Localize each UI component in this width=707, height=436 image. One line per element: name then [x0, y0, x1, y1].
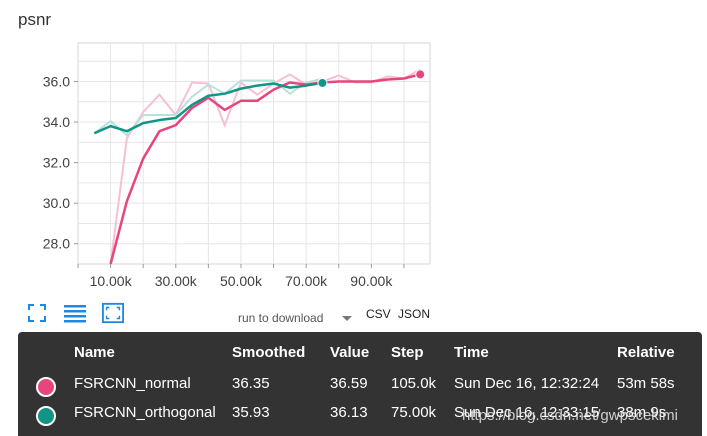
- csv-link[interactable]: CSV: [366, 307, 391, 321]
- expand-icon[interactable]: [26, 302, 48, 324]
- chart-tooltip: Name Smoothed Value Step Time Relative F…: [18, 332, 702, 436]
- grid: [77, 42, 431, 265]
- download-links: CSV JSON: [366, 307, 434, 321]
- raw-line-fsrcnn-normal: [109, 68, 421, 265]
- x-axis-ticks: 10.00k 30.00k 50.00k 70.00k 90.00k: [77, 264, 405, 289]
- header-relative: Relative: [617, 344, 675, 361]
- plot-border: [77, 42, 431, 265]
- row-time: Sun Dec 16, 12:32:24: [454, 375, 600, 392]
- tooltip-row: FSRCNN_normal 36.35 36.59 105.0k Sun Dec…: [18, 375, 702, 401]
- x-tick-label: 90.00k: [350, 273, 393, 289]
- smoothed-line-fsrcnn-orthogonal: [93, 81, 323, 135]
- x-tick-label: 10.00k: [90, 273, 133, 289]
- smoothed-lines: [93, 73, 421, 265]
- endpoint-fsrcnn-orthogonal: [317, 77, 328, 88]
- row-step: 75.00k: [391, 404, 437, 421]
- list-icon[interactable]: [64, 302, 86, 324]
- watermark: https://blog.csdn.net/gwpscekimi: [462, 407, 678, 424]
- row-time: Sun Dec 16, 12:33:15: [454, 404, 600, 421]
- json-link[interactable]: JSON: [398, 307, 431, 321]
- chart-toolbar: [26, 300, 140, 326]
- series-color-dot: [36, 377, 56, 397]
- row-name: FSRCNN_orthogonal: [74, 404, 216, 421]
- row-name: FSRCNN_normal: [74, 375, 191, 392]
- header-step: Step: [391, 344, 424, 361]
- y-tick-label: 36.0: [43, 74, 70, 90]
- psnr-chart[interactable]: 28.0 30.0 32.0 34.0 36.0 10.00k 30.00k 50.00k 7…: [0, 0, 707, 300]
- chart-title: psnr: [18, 10, 52, 29]
- y-tick-label: 32.0: [43, 155, 70, 171]
- header-value: Value: [330, 344, 370, 361]
- x-tick-label: 30.00k: [155, 273, 198, 289]
- row-relative: 38m 9s: [617, 404, 667, 421]
- series-color-dot: [36, 406, 56, 426]
- row-smoothed: 36.35: [232, 375, 270, 392]
- endpoint-fsrcnn-normal: [415, 69, 426, 80]
- y-axis-ticks: 28.0 30.0 32.0 34.0 36.0: [43, 74, 78, 252]
- header-time: Time: [454, 344, 489, 361]
- row-value: 36.13: [330, 404, 368, 421]
- tooltip-header: Name Smoothed Value Step Time Relative: [18, 344, 702, 370]
- tooltip-row: FSRCNN_orthogonal 35.93 36.13 75.00k Sun…: [18, 404, 702, 430]
- row-value: 36.59: [330, 375, 368, 392]
- row-step: 105.0k: [391, 375, 437, 392]
- download-select[interactable]: run to download: [238, 311, 324, 325]
- y-tick-label: 34.0: [43, 114, 70, 130]
- row-smoothed: 35.93: [232, 404, 270, 421]
- row-relative: 53m 58s: [617, 375, 675, 392]
- x-tick-label: 50.00k: [220, 273, 263, 289]
- chevron-down-icon[interactable]: [342, 316, 352, 321]
- header-name: Name: [74, 344, 115, 361]
- x-tick-label: 70.00k: [285, 273, 328, 289]
- fit-domain-icon[interactable]: [102, 302, 124, 324]
- smoothed-line-fsrcnn-normal: [109, 73, 421, 265]
- y-tick-label: 30.0: [43, 195, 70, 211]
- y-tick-label: 28.0: [43, 236, 70, 252]
- header-smoothed: Smoothed: [232, 344, 306, 361]
- series-endpoints: [317, 69, 426, 88]
